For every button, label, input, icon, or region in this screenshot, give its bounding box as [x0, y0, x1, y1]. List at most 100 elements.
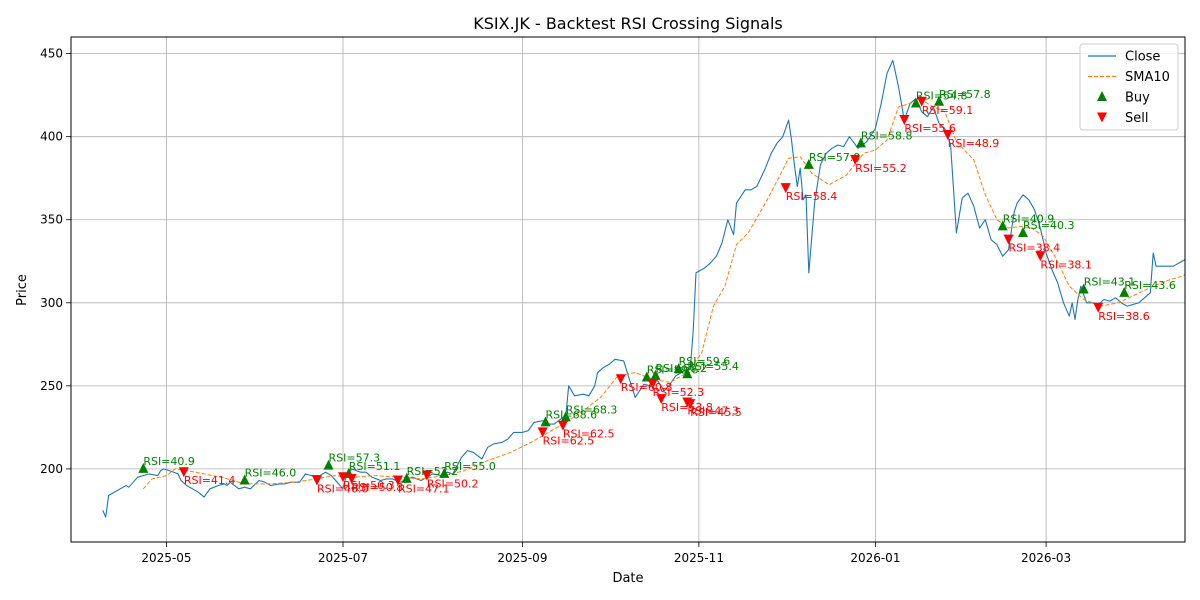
buy-label: RSI=60.2: [655, 362, 707, 375]
buy-marker: [673, 363, 684, 374]
buy-marker: [540, 416, 551, 427]
legend-box: [1079, 43, 1179, 131]
close-price-line: [102, 59, 1185, 518]
sell-label: RSI=50.2: [427, 478, 479, 491]
sell-label: RSI=47.1: [398, 483, 450, 496]
legend: Close SMA10 Buy Sell: [1079, 43, 1179, 131]
y-tick-label: 250: [40, 379, 63, 393]
buy-label: RSI=55.0: [444, 460, 496, 473]
sell-label: RSI=46.0: [317, 483, 369, 496]
buy-label: RSI=43.1: [1084, 276, 1136, 289]
buy-label: RSI=43.6: [1124, 279, 1176, 292]
buy-label: RSI=40.9: [1003, 212, 1055, 225]
buy-marker: [682, 368, 693, 379]
buy-label: RSI=40.3: [1023, 219, 1075, 232]
buy-marker: [1017, 227, 1028, 238]
buy-marker: [323, 459, 334, 470]
sma10-line: [142, 99, 1185, 490]
sell-marker: [1035, 251, 1046, 262]
sell-marker: [780, 183, 791, 194]
buy-label: RSI=58.8: [861, 129, 913, 142]
sell-label: RSI=59.1: [922, 104, 974, 117]
y-tick-label: 400: [40, 130, 63, 144]
sell-marker: [647, 379, 658, 390]
sell-marker: [656, 394, 667, 405]
sell-marker: [392, 475, 403, 486]
sell-marker: [916, 96, 927, 107]
buy-label: RSI=59.6: [679, 355, 731, 368]
buy-marker: [997, 220, 1008, 231]
legend-entry-label: Close: [1125, 50, 1160, 65]
sell-label: RSI=55.2: [855, 162, 907, 175]
buy-marker: [641, 371, 652, 382]
sell-marker: [346, 473, 357, 484]
x-tick-label: 2025-09: [497, 551, 547, 565]
sell-label: RSI=62.5: [543, 434, 595, 447]
sell-marker: [537, 427, 548, 438]
sell-label: RSI=38.1: [1040, 258, 1092, 271]
buy-label: RSI=54.8: [916, 89, 968, 102]
buy-label: RSI=68.6: [546, 408, 598, 421]
sell-marker: [1093, 302, 1104, 313]
buy-marker: [439, 467, 450, 478]
sell-marker: [942, 130, 953, 141]
sell-label: RSI=38.4: [1008, 242, 1060, 255]
buy-label: RSI=55.4: [687, 360, 739, 373]
buy-marker: [855, 137, 866, 148]
x-tick-label: 2025-05: [141, 551, 191, 565]
buy-label: RSI=51.1: [349, 460, 401, 473]
sell-label: RSI=50.3: [343, 479, 395, 492]
y-axis-label: Price: [15, 274, 30, 306]
sell-marker: [850, 154, 861, 165]
x-tick-label: 2026-03: [1021, 551, 1071, 565]
buy-label: RSI=40.9: [143, 455, 195, 468]
x-tick-label: 2025-07: [318, 551, 368, 565]
sell-marker: [311, 475, 322, 486]
sell-label: RSI=48.9: [948, 137, 1000, 150]
y-tick-label: 200: [40, 462, 63, 476]
sell-marker: [421, 470, 432, 481]
buy-marker: [934, 95, 945, 106]
legend-entry-label: Buy: [1125, 91, 1150, 106]
buy-marker: [803, 158, 814, 169]
plot-frame: [70, 36, 1186, 543]
legend-sell-swatch: [1097, 112, 1107, 123]
buy-label: RSI=68.3: [566, 403, 618, 416]
sell-label: RSI=60.8: [621, 381, 673, 394]
sell-label: RSI=52.3: [653, 386, 705, 399]
sell-label: RSI=47.3: [687, 404, 739, 417]
chart-title: KSIX.JK - Backtest RSI Crossing Signals: [473, 14, 782, 33]
grid-layer: [71, 37, 1185, 542]
buy-label: RSI=46.0: [245, 467, 297, 480]
buy-label: RSI=57.3: [329, 452, 381, 465]
buy-marker: [1119, 286, 1130, 297]
sell-label: RSI=38.6: [1098, 310, 1150, 323]
sell-label: RSI=55.6: [904, 122, 956, 135]
sell-marker: [337, 472, 348, 483]
y-tick-label: 300: [40, 296, 63, 310]
sell-label: RSI=53.8: [661, 401, 713, 414]
series-layer: [102, 59, 1185, 518]
sell-marker: [899, 115, 910, 126]
buy-marker: [1078, 283, 1089, 294]
buy-marker: [138, 462, 149, 473]
buy-marker: [239, 474, 250, 485]
sell-marker: [1003, 234, 1014, 245]
sell-marker: [178, 467, 189, 478]
y-tick-label: 350: [40, 213, 63, 227]
sell-label: RSI=41.4: [184, 474, 236, 487]
sell-label: RSI=58.4: [786, 190, 838, 203]
buy-marker: [401, 472, 412, 483]
sell-label: RSI=45.5: [690, 406, 742, 419]
buy-marker: [910, 97, 921, 108]
x-axis-label: Date: [612, 571, 643, 586]
x-tick-label: 2025-11: [674, 551, 724, 565]
sell-marker: [685, 399, 696, 410]
sell-label: RSI=62.5: [563, 428, 615, 441]
legend-buy-swatch: [1097, 91, 1107, 101]
y-tick-label: 450: [40, 47, 63, 61]
x-tick-label: 2026-01: [850, 551, 900, 565]
